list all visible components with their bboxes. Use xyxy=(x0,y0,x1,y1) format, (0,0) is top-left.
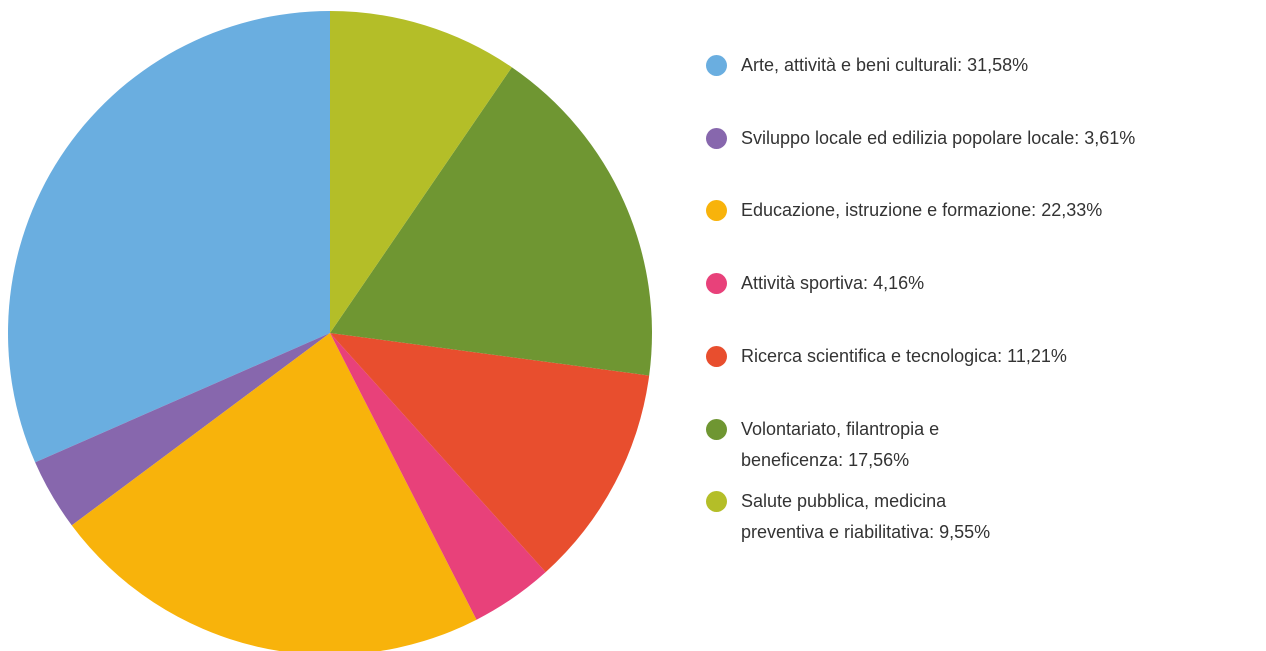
legend-label: Attività sportiva: xyxy=(741,273,869,294)
legend-label: Salute pubblica, medicina preventiva e r… xyxy=(741,491,947,543)
legend-value: 22,33% xyxy=(1041,200,1103,221)
legend-item: Attività sportiva: 4,16% xyxy=(706,268,924,299)
legend-value: 9,55% xyxy=(939,522,991,543)
legend-text: Ricerca scientifica e tecnologica: 11,21… xyxy=(741,341,1067,372)
pie-slice xyxy=(330,333,650,573)
legend-label: Arte, attività e beni culturali: xyxy=(741,55,963,75)
legend-item: Ricerca scientifica e tecnologica: 11,21… xyxy=(706,341,1067,372)
legend-swatch xyxy=(706,127,727,149)
pie-slice xyxy=(330,67,652,376)
legend-item: Sviluppo locale ed edilizia popolare loc… xyxy=(706,123,1135,154)
legend-text: Arte, attività e beni culturali: 31,58% xyxy=(741,50,1028,81)
pie-slice xyxy=(330,333,546,620)
legend-swatch xyxy=(706,200,727,222)
legend-value: 11,21% xyxy=(1007,345,1067,366)
legend-text: Sviluppo locale ed edilizia popolare loc… xyxy=(741,123,1135,154)
legend-item: Volontariato, filantropia e beneficenza:… xyxy=(706,414,1031,476)
legend-swatch xyxy=(706,273,727,295)
legend-text: Educazione, istruzione e formazione: 22,… xyxy=(741,195,1102,226)
legend-value: 4,16% xyxy=(873,273,925,294)
legend-value: 31,58% xyxy=(967,55,1029,75)
legend-swatch xyxy=(706,345,727,367)
legend-text: Attività sportiva: 4,16% xyxy=(741,268,924,299)
pie-slice xyxy=(71,333,477,651)
legend-swatch xyxy=(706,55,727,76)
pie-slice xyxy=(330,11,512,333)
legend-text: Salute pubblica, medicina preventiva e r… xyxy=(741,486,1031,548)
legend-label: Ricerca scientifica e tecnologica: xyxy=(741,345,1003,366)
legend-label: Educazione, istruzione e formazione: xyxy=(741,200,1037,221)
legend-swatch xyxy=(706,491,727,513)
pie-slice xyxy=(7,11,331,463)
legend-text: Volontariato, filantropia e beneficenza:… xyxy=(741,414,1031,476)
legend-value: 3,61% xyxy=(1084,127,1136,148)
legend-item: Arte, attività e beni culturali: 31,58% xyxy=(706,50,1028,81)
legend-item: Educazione, istruzione e formazione: 22,… xyxy=(706,195,1102,226)
legend-value: 17,56% xyxy=(848,449,910,470)
legend-label: Sviluppo locale ed edilizia popolare loc… xyxy=(741,127,1080,148)
legend-label: Volontariato, filantropia e beneficenza: xyxy=(741,418,940,470)
legend-swatch xyxy=(706,418,727,440)
pie-slice xyxy=(35,333,330,526)
legend-item: Salute pubblica, medicina preventiva e r… xyxy=(706,486,1031,548)
pie xyxy=(7,11,652,651)
